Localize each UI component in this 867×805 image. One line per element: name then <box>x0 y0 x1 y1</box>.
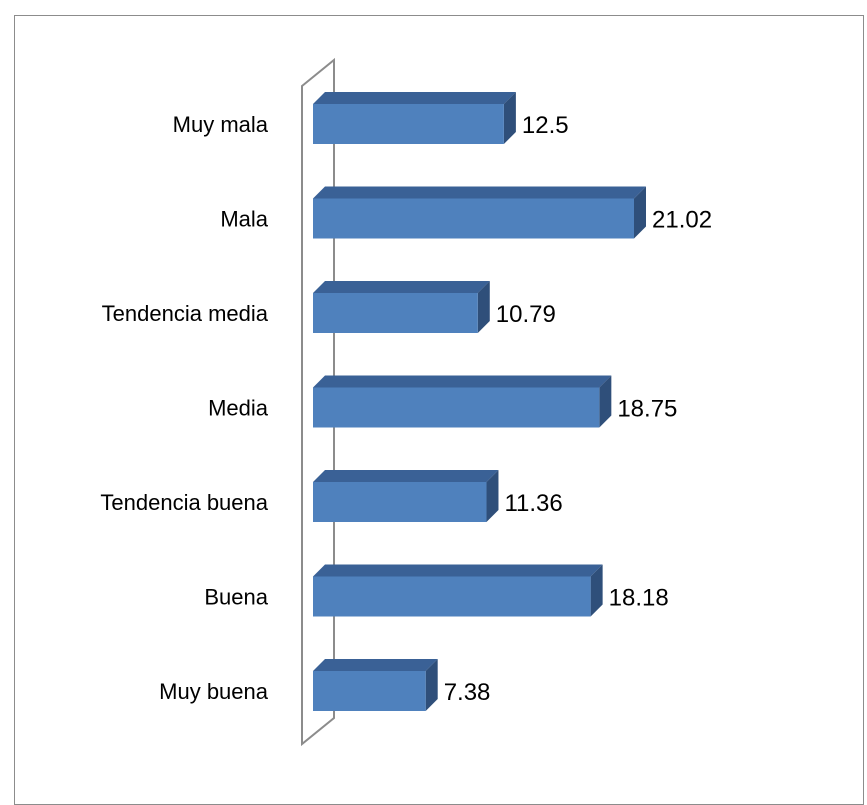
bar <box>313 92 516 144</box>
bar-front-face <box>313 387 600 428</box>
bar-side-face <box>477 281 490 333</box>
bar-top-face <box>313 375 612 388</box>
bar-front-face <box>313 104 504 144</box>
category-label: Muy mala <box>173 112 269 137</box>
bar <box>313 564 603 617</box>
bar-front-face <box>313 576 591 617</box>
value-label: 21.02 <box>652 207 712 234</box>
bar-front-face <box>313 482 487 522</box>
bar-top-face <box>313 186 646 199</box>
bar-chart: Muy mala 12.5 Mala 21.02 Tendencia media 10.7… <box>100 57 712 747</box>
bar-side-face <box>634 186 646 239</box>
value-label: 12.5 <box>522 112 569 139</box>
bar-top-face <box>313 564 603 577</box>
category-label: Media <box>208 396 269 421</box>
bar-front-face <box>313 198 634 239</box>
bar-side-face <box>599 375 612 428</box>
bar-top-face <box>313 92 516 104</box>
bar-side-face <box>425 659 438 711</box>
category-label: Muy buena <box>159 679 269 704</box>
bar-side-face <box>590 564 603 617</box>
bar <box>313 470 499 522</box>
value-label: 18.75 <box>617 396 677 423</box>
value-label: 11.36 <box>504 490 562 517</box>
bar-top-face <box>313 659 438 671</box>
bar-side-face <box>486 470 499 522</box>
bar <box>313 659 438 711</box>
category-label: Tendencia media <box>102 301 269 326</box>
bar <box>313 186 646 239</box>
value-label: 7.38 <box>444 679 491 706</box>
bar-front-face <box>313 671 426 711</box>
bar <box>313 281 490 333</box>
bar-top-face <box>313 470 499 482</box>
bar <box>313 375 612 428</box>
category-label: Tendencia buena <box>100 490 268 515</box>
bar-front-face <box>313 293 478 333</box>
value-label: 18.18 <box>609 585 669 612</box>
bar-side-face <box>503 92 516 144</box>
bar-top-face <box>313 281 490 293</box>
value-label: 10.79 <box>496 301 556 328</box>
category-label: Mala <box>220 207 268 232</box>
category-label: Buena <box>204 585 268 610</box>
